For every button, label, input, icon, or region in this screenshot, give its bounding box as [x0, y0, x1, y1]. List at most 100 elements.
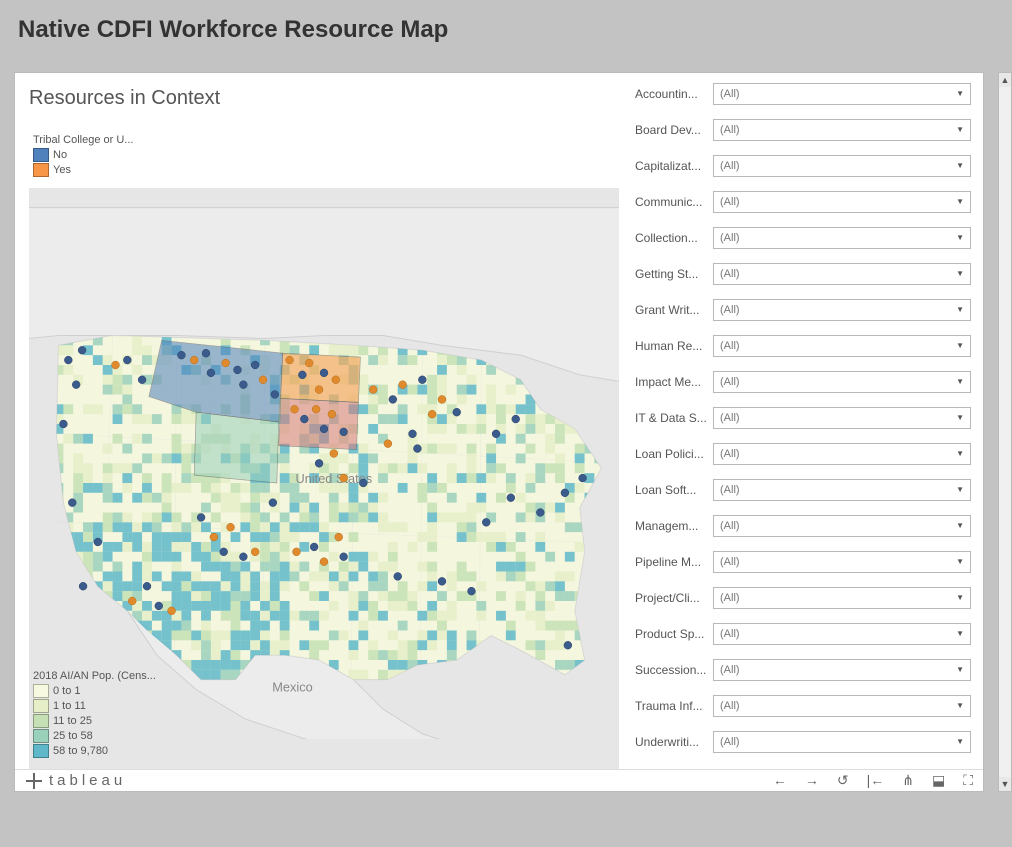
- filter-select[interactable]: (All): [713, 191, 971, 213]
- map-point[interactable]: [389, 395, 397, 403]
- map-point[interactable]: [359, 479, 367, 487]
- map-point[interactable]: [453, 408, 461, 416]
- map-point[interactable]: [438, 395, 446, 403]
- map-point[interactable]: [128, 597, 136, 605]
- map-point[interactable]: [207, 369, 215, 377]
- map-point[interactable]: [369, 386, 377, 394]
- filter-select[interactable]: (All): [713, 263, 971, 285]
- filter-select[interactable]: (All): [713, 551, 971, 573]
- map-point[interactable]: [320, 369, 328, 377]
- map-point[interactable]: [197, 513, 205, 521]
- map-point[interactable]: [59, 420, 67, 428]
- map-point[interactable]: [384, 440, 392, 448]
- legend-population-item[interactable]: 25 to 58: [33, 729, 156, 743]
- map-point[interactable]: [315, 459, 323, 467]
- map-point[interactable]: [564, 641, 572, 649]
- map-point[interactable]: [310, 543, 318, 551]
- map-point[interactable]: [155, 602, 163, 610]
- map-point[interactable]: [320, 558, 328, 566]
- map-point[interactable]: [78, 346, 86, 354]
- share-icon[interactable]: ⋔: [902, 772, 914, 789]
- map-point[interactable]: [251, 548, 259, 556]
- legend-population-item[interactable]: 0 to 1: [33, 684, 156, 698]
- map-point[interactable]: [438, 577, 446, 585]
- map-point[interactable]: [315, 386, 323, 394]
- map-point[interactable]: [286, 356, 294, 364]
- map-point[interactable]: [512, 415, 520, 423]
- map-point[interactable]: [340, 474, 348, 482]
- revert-icon[interactable]: ↺: [837, 772, 849, 789]
- map-point[interactable]: [328, 410, 336, 418]
- map-point[interactable]: [340, 553, 348, 561]
- filter-select[interactable]: (All): [713, 407, 971, 429]
- map-point[interactable]: [561, 489, 569, 497]
- map-point[interactable]: [305, 359, 313, 367]
- filter-select[interactable]: (All): [713, 659, 971, 681]
- download-icon[interactable]: ⬓: [932, 772, 945, 789]
- fullscreen-icon[interactable]: ⛶: [963, 772, 973, 789]
- map-point[interactable]: [168, 607, 176, 615]
- redo-icon[interactable]: →: [805, 772, 819, 789]
- map-point[interactable]: [340, 428, 348, 436]
- filter-select[interactable]: (All): [713, 623, 971, 645]
- map-point[interactable]: [335, 533, 343, 541]
- us-map-svg[interactable]: United States Mexico: [29, 188, 619, 739]
- filter-select[interactable]: (All): [713, 443, 971, 465]
- legend-population-item[interactable]: 11 to 25: [33, 714, 156, 728]
- legend-tribal-item[interactable]: No: [33, 148, 619, 162]
- filter-select[interactable]: (All): [713, 155, 971, 177]
- map-point[interactable]: [68, 499, 76, 507]
- filter-select[interactable]: (All): [713, 587, 971, 609]
- map-point[interactable]: [220, 548, 228, 556]
- map-point[interactable]: [271, 391, 279, 399]
- map-point[interactable]: [239, 381, 247, 389]
- filter-select[interactable]: (All): [713, 119, 971, 141]
- filter-select[interactable]: (All): [713, 299, 971, 321]
- undo-icon[interactable]: ←: [773, 772, 787, 789]
- filter-select[interactable]: (All): [713, 695, 971, 717]
- map-point[interactable]: [210, 533, 218, 541]
- legend-population-item[interactable]: 58 to 9,780: [33, 744, 156, 758]
- filter-select[interactable]: (All): [713, 227, 971, 249]
- filter-select[interactable]: (All): [713, 83, 971, 105]
- map-point[interactable]: [227, 523, 235, 531]
- map-point[interactable]: [190, 356, 198, 364]
- highlight-wy[interactable]: [194, 412, 279, 483]
- filter-select[interactable]: (All): [713, 479, 971, 501]
- map-point[interactable]: [330, 450, 338, 458]
- map-point[interactable]: [428, 410, 436, 418]
- map-point[interactable]: [320, 425, 328, 433]
- map-point[interactable]: [492, 430, 500, 438]
- filter-select[interactable]: (All): [713, 731, 971, 753]
- map-point[interactable]: [72, 381, 80, 389]
- legend-tribal-item[interactable]: Yes: [33, 163, 619, 177]
- map-point[interactable]: [399, 381, 407, 389]
- map-point[interactable]: [94, 538, 102, 546]
- map-point[interactable]: [239, 553, 247, 561]
- map-point[interactable]: [138, 376, 146, 384]
- scroll-up-icon[interactable]: ▲: [999, 73, 1011, 87]
- map-point[interactable]: [234, 366, 242, 374]
- map-point[interactable]: [259, 376, 267, 384]
- map-point[interactable]: [418, 376, 426, 384]
- map-point[interactable]: [300, 415, 308, 423]
- map-point[interactable]: [394, 572, 402, 580]
- map-point[interactable]: [579, 474, 587, 482]
- scroll-track[interactable]: [999, 87, 1011, 777]
- map-point[interactable]: [312, 405, 320, 413]
- filter-select[interactable]: (All): [713, 371, 971, 393]
- filter-select[interactable]: (All): [713, 515, 971, 537]
- map-point[interactable]: [222, 359, 230, 367]
- tableau-logo[interactable]: tableau: [25, 772, 126, 790]
- map-point[interactable]: [269, 499, 277, 507]
- scroll-down-icon[interactable]: ▼: [999, 777, 1011, 791]
- map-point[interactable]: [64, 356, 72, 364]
- legend-population-item[interactable]: 1 to 11: [33, 699, 156, 713]
- map-point[interactable]: [202, 349, 210, 357]
- filter-select[interactable]: (All): [713, 335, 971, 357]
- map-point[interactable]: [332, 376, 340, 384]
- map-point[interactable]: [298, 371, 306, 379]
- map-point[interactable]: [251, 361, 259, 369]
- map-point[interactable]: [413, 445, 421, 453]
- map-point[interactable]: [143, 582, 151, 590]
